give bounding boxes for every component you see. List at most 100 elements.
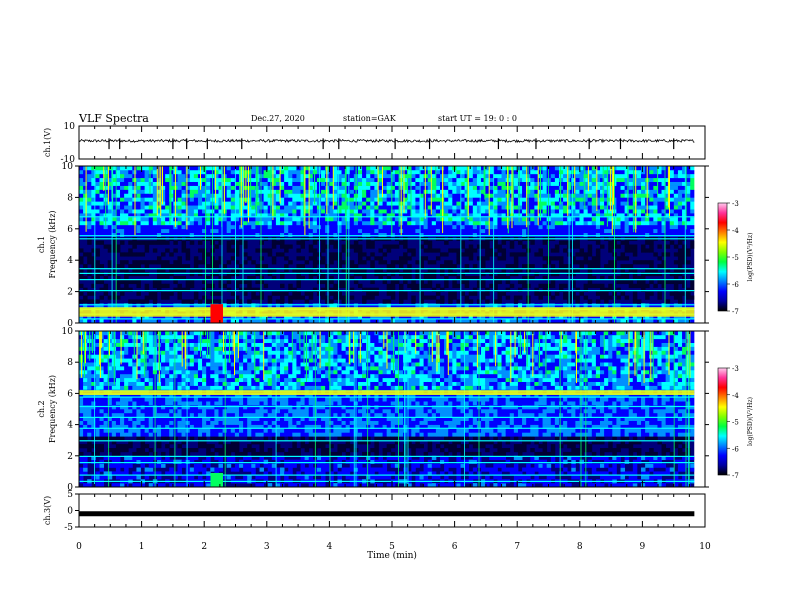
spectrogram-cell [99, 166, 105, 171]
spectrogram-cell [641, 181, 646, 186]
spectrogram-cell [288, 166, 293, 171]
spectrogram-cell [394, 315, 400, 320]
spectrogram-cell [247, 217, 252, 222]
spectrogram-cell [661, 169, 667, 175]
spectrogram-cell [661, 189, 667, 194]
spectrogram-cell [152, 283, 158, 288]
spectrogram-cell [284, 173, 289, 179]
spectrogram-cell [284, 224, 289, 230]
spectrogram-cell [415, 275, 420, 281]
spectrogram-cell [501, 315, 507, 320]
spectrogram-cell [493, 252, 498, 257]
sferic-streak [158, 166, 160, 208]
spectrogram-cell [124, 303, 129, 308]
spectrogram-cell [472, 185, 478, 190]
spectrogram-cell [87, 381, 92, 386]
spectrogram-cell [534, 197, 539, 202]
spectrogram-cell [472, 303, 478, 308]
spectrogram-cell [604, 189, 609, 194]
spectrogram-cell [189, 177, 195, 182]
spectrogram-cell [202, 220, 207, 226]
spectrogram-cell [95, 448, 100, 453]
spectrogram-cell [497, 197, 502, 202]
spectrogram-cell [382, 228, 388, 234]
spectrogram-cell [87, 362, 92, 367]
spectrogram-cell [161, 260, 166, 265]
spectrogram-cell [624, 279, 630, 285]
spectrogram-cell [144, 205, 150, 210]
spectrogram-cell [591, 256, 597, 261]
spectrogram-cell [427, 224, 433, 230]
spectrogram-cell [128, 271, 133, 277]
spectrogram-cell [83, 189, 88, 194]
spectrogram-cell [275, 299, 281, 304]
spectrogram-cell [91, 397, 96, 402]
spectrogram-cell [423, 315, 429, 320]
spectrogram-cell [87, 483, 92, 487]
spectrogram-cell [632, 303, 638, 308]
spectrogram-cell [386, 173, 392, 179]
spectrogram-cell [91, 303, 96, 308]
spectrogram-cell [686, 201, 691, 206]
spectrogram-cell [374, 213, 379, 218]
spectrogram-cell [165, 169, 170, 175]
spectrogram-cell [337, 185, 342, 190]
spectrogram-cell [415, 213, 420, 218]
spectrogram-cell [83, 436, 88, 441]
spectrogram-cell [563, 217, 568, 222]
spectrogram-cell [677, 264, 683, 269]
spectrogram-cell [230, 248, 236, 253]
spectrogram-cell [653, 209, 658, 214]
spectrogram-cell [99, 354, 105, 359]
spectrogram-cell [296, 173, 301, 179]
spectrogram-cell [468, 205, 474, 210]
spectrogram-cell [308, 319, 314, 323]
spectrogram-cell [181, 185, 187, 190]
spectrogram-cell [419, 291, 424, 296]
spectrogram-cell [653, 189, 658, 194]
spectrogram-cell [120, 279, 125, 285]
spectrogram-cell [251, 189, 256, 194]
spectrogram-cell [600, 232, 605, 237]
spectrogram-cell [579, 209, 584, 214]
spectrogram-cell [661, 209, 667, 214]
spectrogram-cell [682, 177, 687, 182]
spectrogram-cell [136, 197, 141, 202]
spectrogram-cell [189, 201, 195, 206]
spectrogram-cell [386, 228, 392, 234]
spectrogram-cell [575, 244, 580, 249]
spectrogram-cell [292, 177, 297, 182]
spectrogram-cell [300, 193, 306, 198]
spectrogram-cell [288, 169, 293, 175]
spectrogram-cell [120, 189, 125, 194]
spectrogram-cell [325, 209, 330, 214]
spectrogram-cell [563, 197, 568, 202]
spectrogram-cell [243, 228, 248, 234]
spectrogram-cell [542, 169, 548, 175]
spectrogram-cell [111, 181, 117, 186]
spectrogram-cell [673, 220, 679, 226]
spectrogram-cell [645, 232, 650, 237]
spectrogram-cell [115, 283, 121, 288]
spectrogram-cell [669, 201, 675, 206]
spectrogram-cell [271, 213, 277, 218]
spectrogram-cell [321, 205, 326, 210]
spectrogram-cell [202, 197, 207, 202]
spectrogram-cell [493, 166, 498, 171]
spectrogram-cell [169, 189, 174, 194]
spectrogram-cell [234, 209, 240, 214]
spectrogram-cell [95, 451, 100, 457]
spectrogram-cell [87, 409, 92, 414]
spectrogram-cell [571, 268, 576, 273]
spectrogram-cell [390, 283, 396, 288]
spectrogram-cell [329, 252, 334, 257]
spectrogram-cell [419, 224, 424, 230]
spectrogram-cell [452, 205, 457, 210]
spectrogram-cell [234, 213, 240, 218]
spectrogram-cell [595, 173, 601, 179]
spectrogram-cell [107, 264, 113, 269]
spectrogram-cell [91, 424, 96, 429]
sferic-streak [430, 166, 432, 215]
spectrogram-cell [185, 213, 191, 218]
spectrogram-cell [87, 319, 92, 323]
